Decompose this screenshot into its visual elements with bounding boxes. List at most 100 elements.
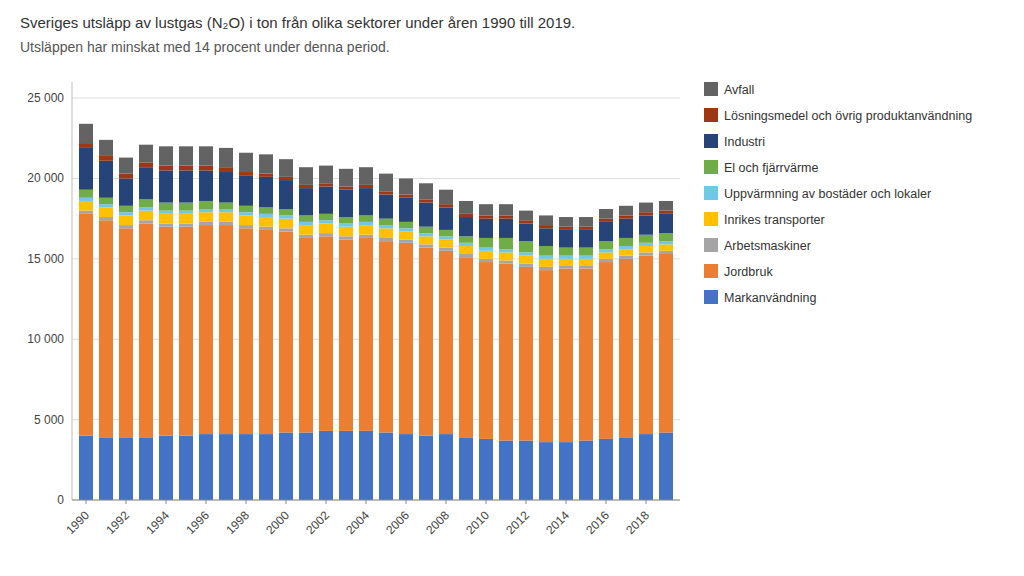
bar [499, 264, 513, 441]
bar [639, 212, 653, 215]
bar [439, 204, 453, 207]
legend-label: Inrikes transporter [724, 213, 825, 227]
bar [339, 187, 353, 190]
bar [159, 214, 173, 224]
y-tick-label: 25 000 [27, 91, 64, 105]
bar [239, 215, 253, 225]
legend-swatch [704, 290, 718, 304]
legend-swatch [704, 186, 718, 200]
bar [539, 215, 553, 225]
page: {"chart_data": { "type": "bar", "stacked… [0, 0, 1024, 576]
bar [239, 172, 253, 175]
bar [299, 167, 313, 185]
bar [379, 191, 393, 194]
bar [379, 219, 393, 225]
bar [559, 230, 573, 248]
bar [259, 177, 273, 208]
bar [319, 166, 333, 184]
bar [199, 434, 213, 500]
bar [119, 212, 133, 215]
bar [239, 212, 253, 215]
x-tick [646, 500, 647, 504]
bar [459, 214, 473, 217]
x-tick-label: 2008 [423, 508, 452, 537]
bar [579, 217, 593, 227]
bar [319, 214, 333, 220]
bar [659, 244, 673, 250]
bar [179, 227, 193, 436]
bar [619, 256, 633, 259]
bar [119, 206, 133, 212]
bar [359, 238, 373, 431]
bar [99, 198, 113, 204]
bar [659, 233, 673, 241]
y-tick-label: 5 000 [34, 413, 64, 427]
bar [279, 159, 293, 177]
bar [639, 203, 653, 213]
bar [559, 268, 573, 442]
bar [159, 203, 173, 211]
bar [379, 241, 393, 432]
bar [499, 260, 513, 263]
bar [379, 225, 393, 228]
bar [539, 259, 553, 267]
bar [379, 195, 393, 219]
bar [179, 170, 193, 202]
bar [99, 161, 113, 198]
bar [459, 254, 473, 257]
grid-line [72, 98, 680, 99]
bar [239, 225, 253, 228]
bar [139, 437, 153, 500]
bar [259, 174, 273, 177]
bar [319, 233, 333, 236]
bar [159, 146, 173, 165]
bar [139, 162, 153, 167]
x-tick-label: 2000 [263, 508, 292, 537]
y-tick-label: 15 000 [27, 252, 64, 266]
bar [79, 201, 93, 211]
bar [319, 187, 333, 214]
bar [299, 215, 313, 221]
bar [299, 432, 313, 500]
bar [239, 228, 253, 434]
bar [199, 166, 213, 171]
bar [79, 436, 93, 500]
bar [619, 215, 633, 218]
bar [219, 172, 233, 203]
bar [439, 240, 453, 248]
bar [339, 227, 353, 237]
legend-swatch [704, 264, 718, 278]
legend-label: Arbetsmaskiner [724, 239, 811, 253]
bar [399, 198, 413, 222]
bar [439, 248, 453, 251]
bar [279, 228, 293, 231]
bar [659, 251, 673, 254]
x-tick-label: 2002 [303, 508, 332, 537]
bar [479, 262, 493, 439]
bar [319, 223, 333, 233]
bar [519, 256, 533, 264]
bar [259, 154, 273, 173]
bar [199, 170, 213, 201]
bar [399, 434, 413, 500]
bar [219, 222, 233, 225]
bar [559, 265, 573, 268]
bar [99, 140, 113, 156]
bar [619, 259, 633, 437]
bar [599, 439, 613, 500]
bar [99, 207, 113, 217]
bar [619, 246, 633, 249]
bar [159, 436, 173, 500]
bar [459, 437, 473, 500]
legend-label: Uppvärmning av bostäder och lokaler [724, 187, 931, 201]
y-tick-label: 0 [57, 493, 64, 507]
bar [199, 209, 213, 212]
bar [539, 267, 553, 270]
bar [159, 227, 173, 436]
grid-line [72, 500, 680, 501]
bar [119, 215, 133, 225]
bar [639, 256, 653, 434]
bar [399, 228, 413, 231]
bar [639, 434, 653, 500]
bar [519, 241, 533, 252]
